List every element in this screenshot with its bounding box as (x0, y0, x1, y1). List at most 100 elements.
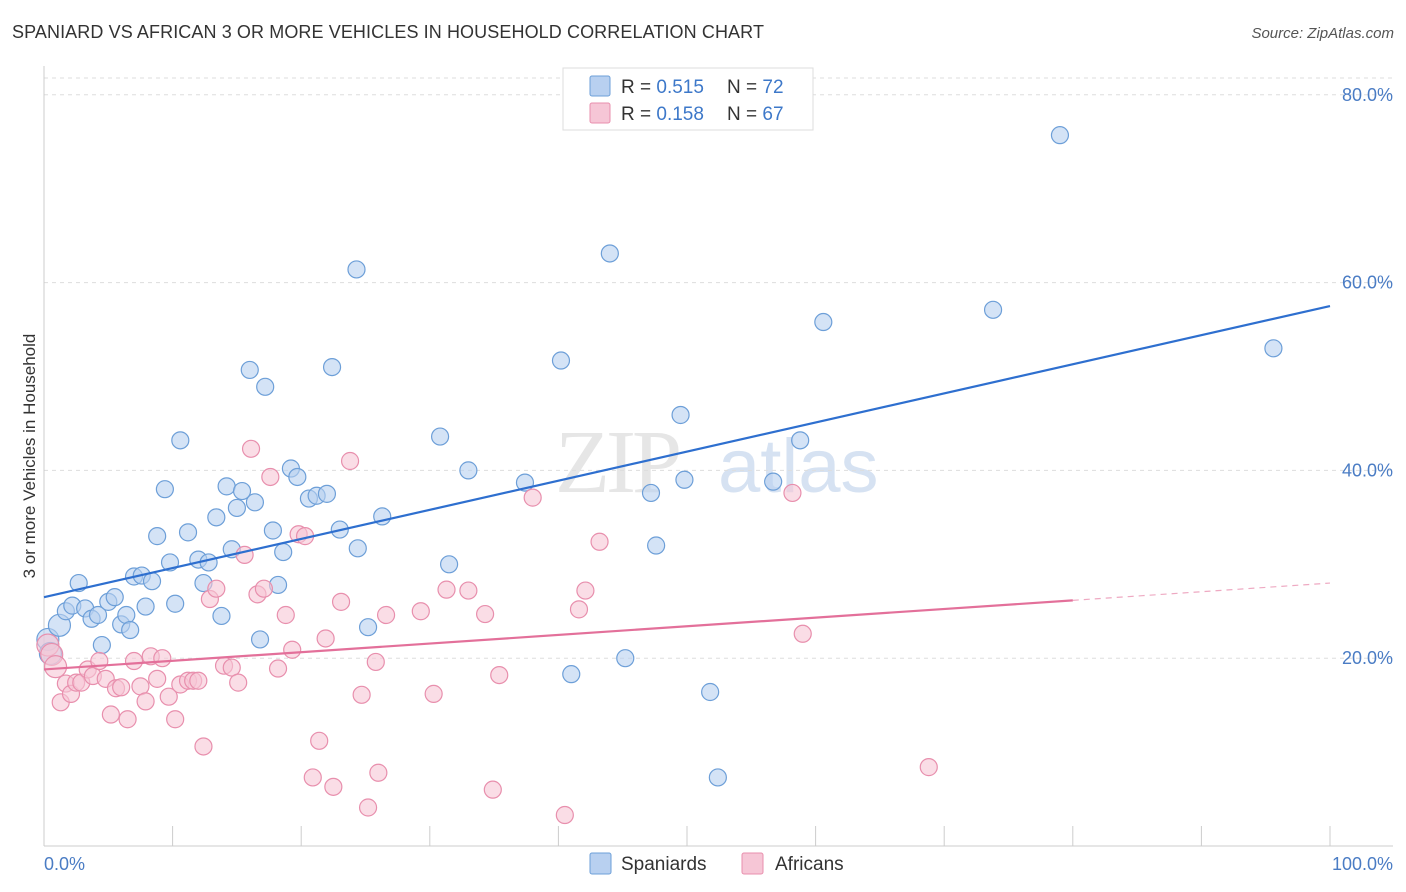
spaniards-point (288, 467, 307, 487)
africans-point (523, 488, 542, 507)
source-label: Source: ZipAtlas.com (1251, 25, 1394, 42)
y-tick-labels: 20.0% 40.0% 60.0% 80.0% (1342, 85, 1393, 668)
africans-point (590, 532, 609, 551)
spaniards-point (348, 539, 367, 558)
africans-trend-extension (1072, 582, 1331, 601)
africans-point (148, 669, 167, 688)
spaniards-point (764, 472, 783, 491)
africans-point (43, 655, 68, 679)
africans-point (261, 467, 280, 487)
africans-point (159, 687, 178, 706)
spaniards-point (1050, 126, 1070, 145)
africans-point (490, 665, 509, 685)
bottom-legend-swatch-africans (741, 852, 764, 875)
bottom-legend-label-spaniards: Spaniards (621, 854, 707, 875)
spaniards-point (459, 461, 478, 480)
africans-point (101, 705, 120, 724)
africans-point (283, 640, 302, 659)
africans-point (131, 677, 150, 696)
spaniards-point (207, 508, 226, 527)
y-tick-label-60: 60.0% (1342, 273, 1393, 293)
africans-point (189, 671, 208, 690)
africans-point (331, 592, 351, 611)
spaniards-point (983, 300, 1003, 319)
spaniards-point (212, 606, 231, 626)
x-tick-label-min: 0.0% (44, 854, 85, 874)
africans-point (366, 652, 385, 672)
spaniards-point (148, 527, 167, 546)
africans-trend-line (43, 599, 1073, 671)
spaniards-point (616, 649, 635, 668)
africans-point (376, 605, 396, 625)
y-tick-label-20: 20.0% (1342, 648, 1393, 668)
spaniards-point (136, 597, 155, 616)
spaniards-point (562, 665, 581, 684)
africans-point (555, 805, 574, 825)
africans-point (124, 651, 144, 671)
africans-point (919, 758, 938, 777)
africans-point (475, 604, 495, 624)
correlation-legend: R = 0.515 N = 72 R = 0.158 N = 67 (562, 67, 814, 131)
legend-swatch-africans (589, 102, 611, 124)
spaniards-point (171, 431, 190, 450)
spaniards-point (245, 493, 265, 512)
spaniards-point (641, 483, 661, 503)
spaniards-point (647, 536, 666, 555)
africans-point (569, 600, 589, 619)
x-tick-label-max: 100.0% (1332, 854, 1393, 874)
legend-n-label-spaniards: N = 72 (727, 77, 784, 98)
spaniards-point (671, 405, 690, 425)
y-tick-label-40: 40.0% (1342, 460, 1393, 480)
axes (43, 66, 1393, 847)
africans-points (36, 439, 938, 825)
africans-point (241, 439, 261, 458)
spaniards-point (178, 523, 198, 542)
spaniards-point (263, 521, 283, 540)
spaniards-point (814, 312, 833, 332)
spaniards-point (274, 542, 293, 562)
africans-point (576, 581, 595, 600)
africans-point (424, 684, 443, 703)
spaniards-point (88, 605, 108, 625)
spaniards-point (227, 498, 246, 518)
series-legend: Spaniards Africans (589, 852, 844, 875)
svg-text:ZIP: ZIP (555, 413, 679, 512)
spaniards-point (256, 377, 275, 396)
spaniards-point (199, 553, 218, 572)
africans-point (310, 731, 329, 750)
legend-r-label-africans: R = 0.158 (621, 104, 704, 125)
africans-point (303, 768, 322, 787)
africans-point (324, 777, 343, 796)
africans-point (222, 658, 241, 677)
spaniards-point (675, 470, 694, 489)
africans-point (136, 692, 155, 711)
legend-n-label-africans: N = 67 (727, 104, 784, 125)
spaniards-point (708, 768, 727, 787)
africans-point (411, 602, 430, 621)
africans-point (352, 685, 371, 704)
spaniards-point (117, 605, 136, 625)
africans-point (437, 580, 456, 599)
africans-point (483, 780, 502, 799)
africans-point (254, 579, 274, 598)
africans-point (316, 629, 335, 648)
spaniards-point (142, 572, 162, 591)
spaniards-trend-line (43, 304, 1331, 599)
spaniards-point (232, 481, 252, 501)
africans-point (118, 710, 137, 729)
legend-swatch-spaniards (589, 75, 611, 97)
watermark: ZIP atlas (555, 413, 879, 512)
africans-point (459, 581, 478, 600)
africans-point (793, 624, 812, 643)
africans-point (207, 579, 226, 598)
spaniards-point (121, 620, 140, 640)
spaniards-point (551, 351, 571, 370)
africans-point (229, 673, 248, 692)
africans-point (166, 710, 185, 729)
spaniards-point (1264, 339, 1283, 358)
trend-lines (43, 304, 1331, 671)
africans-point (340, 451, 360, 471)
spaniards-point (217, 477, 236, 496)
africans-point (369, 763, 388, 782)
africans-point (276, 605, 295, 625)
